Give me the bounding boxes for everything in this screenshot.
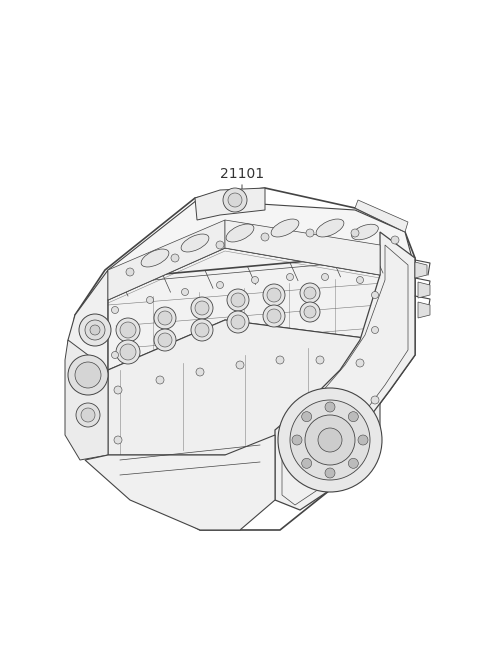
Circle shape — [81, 408, 95, 422]
Circle shape — [158, 311, 172, 325]
Circle shape — [85, 320, 105, 340]
Polygon shape — [68, 188, 415, 530]
Circle shape — [195, 301, 209, 315]
Circle shape — [116, 340, 140, 364]
Circle shape — [278, 388, 382, 492]
Circle shape — [216, 282, 224, 288]
Circle shape — [111, 352, 119, 358]
Circle shape — [191, 319, 213, 341]
Circle shape — [267, 288, 281, 302]
Ellipse shape — [316, 219, 344, 237]
Circle shape — [325, 402, 335, 412]
Polygon shape — [418, 282, 430, 298]
Circle shape — [316, 356, 324, 364]
Circle shape — [276, 356, 284, 364]
Circle shape — [371, 396, 379, 404]
Polygon shape — [195, 188, 265, 220]
Circle shape — [252, 276, 259, 284]
Circle shape — [306, 229, 314, 237]
Circle shape — [196, 368, 204, 376]
Circle shape — [304, 306, 316, 318]
Circle shape — [372, 326, 379, 333]
Polygon shape — [415, 262, 427, 278]
Circle shape — [191, 297, 213, 319]
Circle shape — [227, 311, 249, 333]
Polygon shape — [108, 320, 380, 455]
Polygon shape — [68, 270, 108, 425]
Circle shape — [300, 283, 320, 303]
Circle shape — [325, 468, 335, 478]
Circle shape — [391, 236, 399, 244]
Circle shape — [348, 458, 359, 468]
Polygon shape — [355, 200, 408, 232]
Circle shape — [318, 428, 342, 452]
Circle shape — [216, 241, 224, 249]
Circle shape — [111, 307, 119, 314]
Polygon shape — [65, 340, 108, 460]
Circle shape — [75, 362, 101, 388]
Polygon shape — [275, 232, 415, 510]
Circle shape — [290, 400, 370, 480]
Circle shape — [126, 268, 134, 276]
Circle shape — [287, 274, 293, 280]
Circle shape — [158, 333, 172, 347]
Circle shape — [322, 274, 328, 280]
Polygon shape — [108, 220, 225, 300]
Circle shape — [357, 276, 363, 284]
Circle shape — [356, 359, 364, 367]
Circle shape — [228, 193, 242, 207]
Circle shape — [120, 344, 136, 360]
Polygon shape — [418, 302, 430, 318]
Circle shape — [79, 314, 111, 346]
Circle shape — [114, 386, 122, 394]
Ellipse shape — [352, 224, 378, 240]
Circle shape — [267, 309, 281, 323]
Text: 21101: 21101 — [220, 167, 264, 181]
Circle shape — [301, 411, 312, 422]
Ellipse shape — [226, 224, 254, 242]
Circle shape — [90, 325, 100, 335]
Polygon shape — [225, 220, 380, 275]
Circle shape — [263, 284, 285, 306]
Circle shape — [304, 287, 316, 299]
Circle shape — [231, 315, 245, 329]
Circle shape — [372, 291, 379, 299]
Circle shape — [146, 297, 154, 303]
Ellipse shape — [271, 219, 299, 237]
Circle shape — [154, 329, 176, 351]
Polygon shape — [108, 200, 412, 300]
Circle shape — [68, 355, 108, 395]
Circle shape — [116, 318, 140, 342]
Circle shape — [351, 229, 359, 237]
Polygon shape — [85, 435, 275, 530]
Circle shape — [305, 415, 355, 465]
Circle shape — [156, 376, 164, 384]
Polygon shape — [108, 248, 380, 370]
Circle shape — [114, 436, 122, 444]
Circle shape — [223, 188, 247, 212]
Circle shape — [358, 435, 368, 445]
Circle shape — [348, 411, 359, 422]
Circle shape — [301, 458, 312, 468]
Circle shape — [76, 403, 100, 427]
Circle shape — [120, 322, 136, 338]
Circle shape — [263, 305, 285, 327]
Circle shape — [292, 435, 302, 445]
Circle shape — [236, 361, 244, 369]
Circle shape — [300, 302, 320, 322]
Ellipse shape — [181, 234, 209, 252]
Circle shape — [171, 254, 179, 262]
Circle shape — [227, 289, 249, 311]
Circle shape — [181, 288, 189, 295]
Circle shape — [231, 293, 245, 307]
Circle shape — [195, 323, 209, 337]
Circle shape — [154, 307, 176, 329]
Ellipse shape — [141, 249, 169, 267]
Circle shape — [261, 233, 269, 241]
